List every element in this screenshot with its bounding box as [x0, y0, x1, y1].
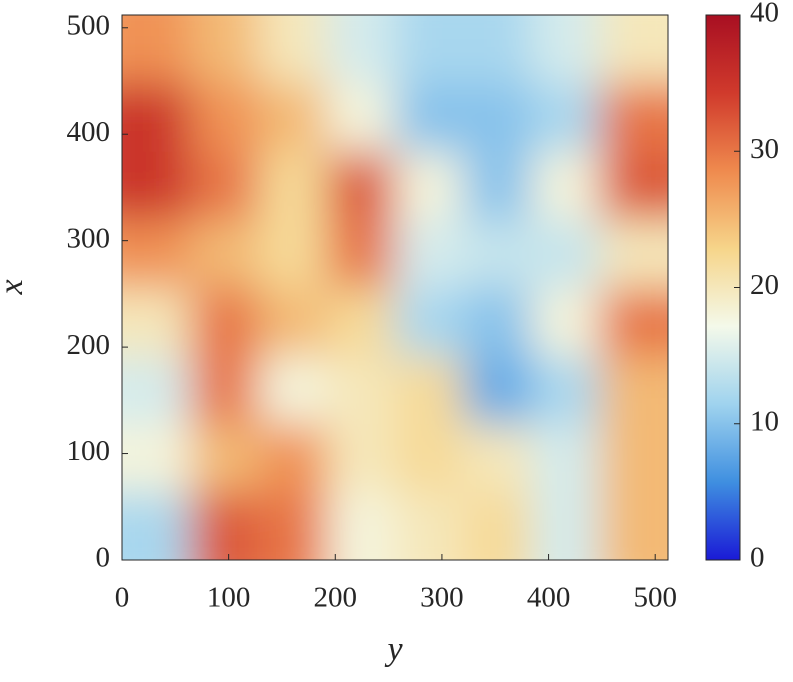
y-tick-label: 100 — [67, 435, 111, 467]
heatmap-cell — [463, 219, 532, 288]
heatmap-cell — [122, 287, 191, 357]
heatmap-cell — [326, 151, 396, 220]
heatmap-cell — [326, 355, 396, 425]
heatmap-cell — [395, 219, 464, 288]
heatmap-cell — [599, 151, 668, 220]
heatmap-cell — [463, 355, 532, 425]
heatmap-cell — [531, 423, 601, 493]
x-tick-label: 300 — [420, 582, 464, 614]
heatmap-cell — [463, 151, 532, 220]
heatmap-cell — [395, 287, 464, 357]
y-tick-label: 200 — [67, 329, 111, 361]
heatmap — [122, 15, 668, 560]
heatmap-cell — [395, 83, 464, 152]
colorbar-tick-label: 0 — [750, 542, 765, 574]
heatmap-cell — [463, 491, 532, 560]
colorbar-tick-label: 40 — [750, 0, 779, 29]
heatmap-cell — [258, 83, 328, 152]
heatmap-cell — [326, 287, 396, 357]
heatmap-cell — [599, 83, 668, 152]
heatmap-cell — [395, 423, 464, 493]
heatmap-cell — [122, 83, 191, 152]
heatmap-cell — [258, 287, 328, 357]
colorbar-tick-label: 30 — [750, 133, 779, 165]
heatmap-cell — [258, 491, 328, 560]
y-tick-label: 300 — [67, 222, 111, 254]
heatmap-cell — [122, 15, 191, 84]
heatmap-cell — [190, 219, 259, 288]
heatmap-cell — [463, 423, 532, 493]
heatmap-cell — [190, 151, 259, 220]
heatmap-cell — [599, 423, 668, 493]
x-tick-label: 500 — [633, 582, 677, 614]
heatmap-cell — [190, 83, 259, 152]
heatmap-cell — [395, 355, 464, 425]
x-tick-label: 100 — [207, 582, 251, 614]
heatmap-cell — [599, 219, 668, 288]
colorbar-tick-label: 20 — [750, 269, 779, 301]
heatmap-cell — [190, 355, 259, 425]
heatmap-cell — [395, 15, 464, 84]
y-axis-label: x — [0, 279, 30, 295]
heatmap-cell — [326, 491, 396, 560]
heatmap-cell — [531, 15, 601, 84]
heatmap-cell — [599, 287, 668, 357]
heatmap-cell — [258, 15, 328, 84]
heatmap-cell — [190, 423, 259, 493]
y-tick-label: 500 — [67, 9, 111, 41]
plot-frame — [121, 14, 669, 561]
heatmap-cell — [599, 15, 668, 84]
heatmap-cell — [395, 151, 464, 220]
heatmap-cell — [326, 219, 396, 288]
heatmap-cell — [599, 355, 668, 425]
heatmap-cell — [190, 15, 259, 84]
heatmap-cell — [190, 491, 259, 560]
y-tick-label: 400 — [67, 116, 111, 148]
heatmap-cell — [531, 83, 601, 152]
heatmap-cell — [463, 287, 532, 357]
heatmap-cell — [463, 15, 532, 84]
heatmap-cell — [326, 83, 396, 152]
x-tick-label: 0 — [115, 582, 130, 614]
heatmap-cell — [326, 15, 396, 84]
x-tick-label: 200 — [314, 582, 358, 614]
heatmap-cell — [122, 151, 191, 220]
heatmap-cell — [531, 219, 601, 288]
heatmap-cell — [258, 423, 328, 493]
heatmap-cell — [122, 219, 191, 288]
heatmap-cell — [463, 83, 532, 152]
heatmap-cell — [531, 491, 601, 560]
colorbar-tick-label: 10 — [750, 405, 779, 437]
heatmap-cell — [122, 355, 191, 425]
heatmap-cell — [326, 423, 396, 493]
heatmap-cell — [190, 287, 259, 357]
heatmap-cell — [531, 287, 601, 357]
heatmap-cell — [531, 151, 601, 220]
heatmap-cell — [258, 219, 328, 288]
y-tick-label: 0 — [96, 542, 111, 574]
heatmap-cell — [258, 355, 328, 425]
heatmap-cell — [258, 151, 328, 220]
heatmap-cell — [395, 491, 464, 560]
heatmap-cell — [599, 491, 668, 560]
heatmap-cell — [122, 491, 191, 560]
heatmap-cell — [531, 355, 601, 425]
x-axis-label: y — [384, 631, 403, 668]
x-tick-label: 400 — [527, 582, 571, 614]
heatmap-cell — [122, 423, 191, 493]
